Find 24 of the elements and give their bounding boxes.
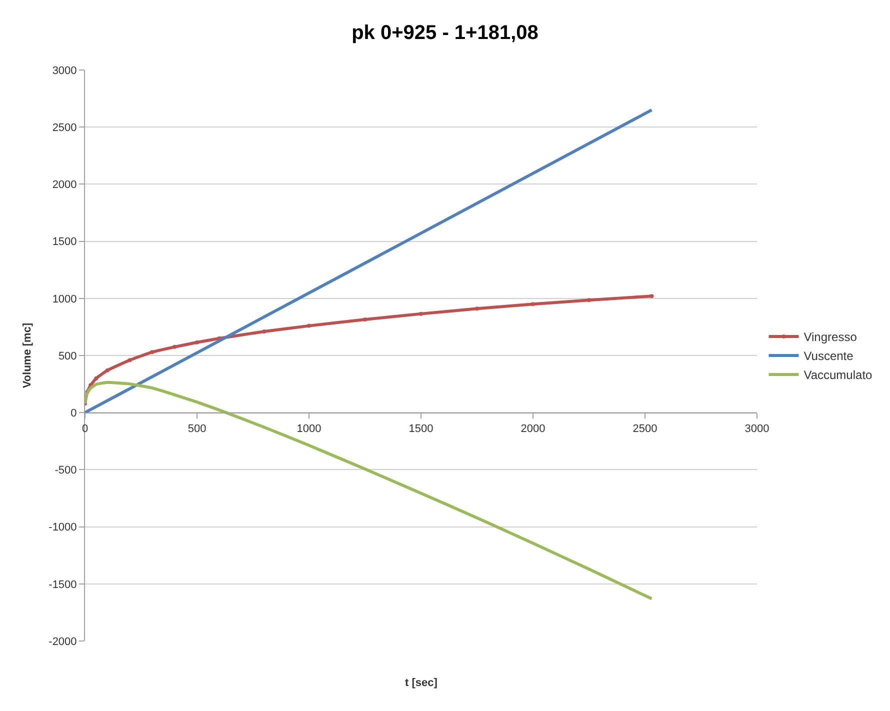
y-axis-title: Volume [mc] [21, 322, 34, 388]
y-tick-label: -500 [54, 464, 77, 477]
x-tick-label: 1000 [296, 422, 322, 435]
x-axis-title: t [sec] [405, 677, 438, 689]
x-tick-label: 2500 [632, 422, 658, 435]
y-tick-label: 2000 [52, 179, 77, 192]
y-tick-label: 0 [70, 407, 77, 420]
x-tick-label: 2000 [520, 422, 546, 435]
y-tick-label: 2500 [52, 122, 77, 134]
y-tick-label: 3000 [52, 64, 77, 77]
y-tick-label: -1000 [48, 522, 77, 534]
legend-label: Vingresso [804, 330, 858, 344]
y-tick-label: 1500 [52, 236, 77, 248]
x-tick-label: 0 [82, 422, 88, 435]
legend-label: Vaccumulato [804, 368, 873, 382]
y-tick-label: 1000 [52, 293, 77, 306]
legend-label: Vuscente [804, 349, 854, 364]
y-tick-label: -2000 [48, 636, 77, 648]
x-tick-label: 3000 [744, 422, 770, 435]
chart-title: pk 0+925 - 1+181,08 [352, 22, 538, 44]
y-tick-label: -1500 [48, 578, 77, 591]
x-tick-label: 1500 [408, 422, 434, 435]
y-tick-label: 500 [58, 350, 77, 362]
x-tick-label: 500 [188, 422, 206, 435]
